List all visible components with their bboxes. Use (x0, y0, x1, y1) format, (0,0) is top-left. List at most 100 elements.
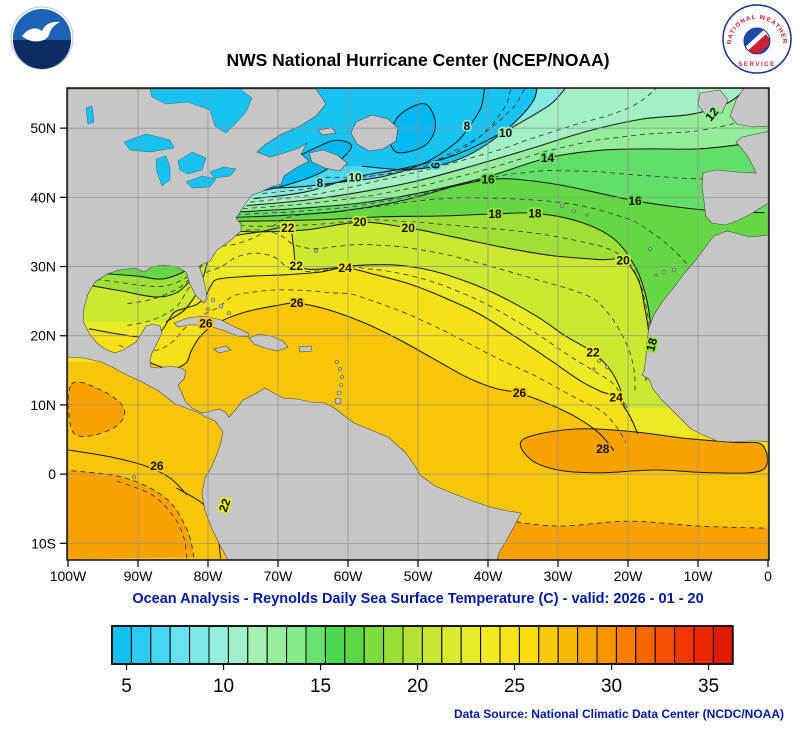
colorbar-cell (150, 625, 171, 665)
lake-superior (123, 133, 175, 153)
colorbar-cell (499, 625, 520, 665)
isotherm-26 (148, 302, 615, 451)
land-africa (641, 230, 769, 443)
colorbar-cell (518, 625, 540, 665)
colorbar-cell (130, 625, 152, 665)
isotherm-dashed-9 (262, 88, 526, 194)
colorbar-cell (441, 625, 462, 665)
colorbar-cell (344, 625, 365, 665)
colorbar-cell (111, 625, 132, 665)
colorbar-cell (460, 625, 482, 665)
page-title: NWS National Hurricane Center (NCEP/NOAA… (226, 50, 610, 70)
noaa-logo-icon (10, 6, 74, 70)
lake-michigan (155, 155, 171, 187)
contour-label-24: 24 (339, 261, 353, 275)
isotherm-20 (88, 221, 651, 381)
feature-south-pacific-warm (67, 470, 194, 559)
x-axis-label-80W: 80W (194, 568, 224, 584)
map-subtitle: Ocean Analysis - Reynolds Daily Sea Surf… (132, 591, 704, 607)
colorbar-tick-label-35: 35 (698, 676, 719, 697)
colorbar-tick-label-30: 30 (601, 676, 622, 697)
y-axis-label-30N: 30N (30, 259, 56, 275)
colorbar-cell (615, 625, 637, 665)
contour-label-18: 18 (488, 207, 502, 221)
colorbar-cell (266, 625, 288, 665)
inland-water (85, 88, 253, 189)
colorbar-tick-label-20: 20 (407, 676, 428, 697)
contour-label-20: 20 (402, 221, 416, 235)
colorbar-cell (577, 625, 598, 665)
contour-label-20: 20 (616, 253, 630, 267)
feature-pacific-warm-pool (68, 381, 126, 437)
colorbar-cell (402, 625, 423, 665)
colorbar-cell (286, 625, 307, 665)
x-axis-label-50W: 50W (404, 568, 434, 584)
land-anticosti (317, 127, 337, 136)
isotherm-dashed-13 (242, 114, 756, 210)
colorbar-cell (557, 625, 579, 665)
colorbar-tick-label-15: 15 (310, 676, 331, 697)
colorbar-tick-label-5: 5 (121, 676, 132, 697)
lake-huron (177, 151, 207, 175)
land-north-south-america (67, 88, 522, 560)
contour-label-24: 24 (609, 390, 623, 404)
contour-label-20: 20 (353, 215, 367, 229)
x-axis-label-70W: 70W (264, 568, 294, 584)
contour-label-6: 6 (428, 161, 443, 169)
colorbar-cell (189, 625, 210, 665)
y-axis-label-40N: 40N (30, 189, 56, 205)
x-axis-label-20W: 20W (614, 568, 644, 584)
contour-label-10: 10 (348, 170, 362, 184)
nws-logo-emblem (744, 28, 770, 54)
x-axis-label-30W: 30W (544, 568, 574, 584)
isotherm-14 (239, 141, 765, 213)
isotherm-10 (253, 88, 566, 200)
isotherm-dashed-15 (235, 170, 765, 216)
colorbar-cell (227, 625, 249, 665)
colorbar-cell (480, 625, 501, 665)
colorbar-cell (421, 625, 443, 665)
colorbar-cell (635, 625, 656, 665)
land-puerto-rico (298, 345, 313, 353)
contour-label-14: 14 (541, 151, 555, 165)
lake-erie (185, 175, 217, 189)
x-axis-label-10W: 10W (684, 568, 714, 584)
nws-emblem-ring (743, 27, 771, 55)
contour-layer (67, 88, 765, 559)
contour-label-8: 8 (317, 176, 324, 190)
x-axis-label-60W: 60W (334, 568, 364, 584)
colorbar-cell (538, 625, 559, 665)
contour-label-10: 10 (499, 126, 513, 140)
lake-winnipeg (85, 105, 95, 125)
isotherm-8 (270, 88, 486, 189)
land-europe-iberia (701, 130, 769, 226)
isotherm-extra-24 (116, 480, 188, 559)
contour-label-26: 26 (513, 386, 527, 400)
contour-label-28: 28 (596, 442, 610, 456)
y-axis-label-50N: 50N (30, 120, 56, 136)
contour-label-16: 16 (481, 172, 495, 186)
lake-ontario (209, 166, 237, 179)
land-britain (729, 88, 769, 128)
land-layer (67, 88, 769, 560)
isotherm-dashed-21 (127, 229, 636, 395)
colorbar-cell (324, 625, 346, 665)
grid-layer (67, 88, 769, 560)
contour-label-26: 26 (290, 296, 304, 310)
x-axis-label-90W: 90W (124, 568, 154, 584)
contour-label-26: 26 (150, 459, 164, 473)
isotherm-16 (232, 178, 765, 218)
colorbar: 5 10 15 20 25 30 35 (111, 625, 734, 697)
data-source-note: Data Source: National Climatic Data Cent… (453, 707, 784, 721)
colorbar-cell (693, 625, 714, 665)
contour-label-18: 18 (528, 206, 542, 220)
hudson-bay (149, 88, 253, 134)
colorbar-cell (247, 625, 268, 665)
contour-label-18: 18 (643, 336, 660, 353)
colorbar-tick-label-25: 25 (504, 676, 525, 697)
contour-label-26: 26 (199, 316, 213, 330)
colorbar-cell (363, 625, 385, 665)
contour-label-22: 22 (586, 345, 600, 359)
